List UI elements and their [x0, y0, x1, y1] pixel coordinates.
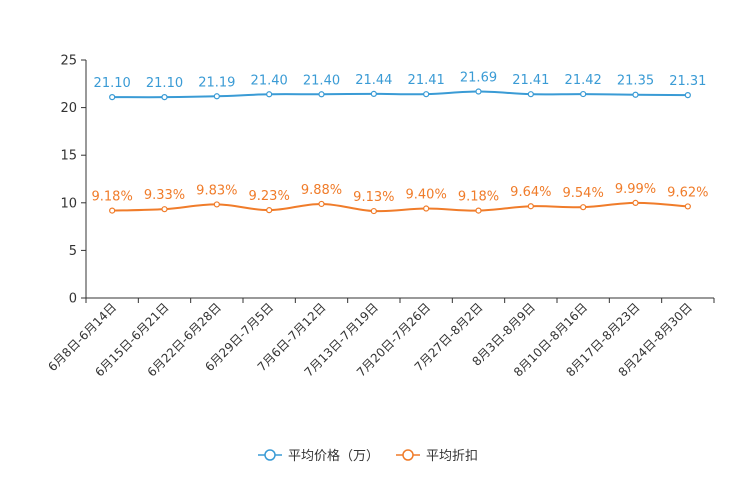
legend-label: 平均折扣 — [426, 449, 478, 464]
legend-marker-icon — [402, 449, 414, 461]
data-label: 21.41 — [408, 73, 445, 88]
data-label: 21.41 — [512, 73, 549, 88]
data-point[interactable] — [632, 199, 639, 206]
data-point[interactable] — [161, 206, 168, 213]
data-point[interactable] — [161, 94, 168, 101]
data-point[interactable] — [527, 91, 534, 98]
legend: 平均价格（万） 平均折扣 — [258, 448, 478, 464]
axes: 05101520256月8日-6月14日6月15日-6月21日6月22日-6月2… — [45, 54, 715, 380]
data-label: 21.42 — [565, 73, 602, 88]
data-label: 9.62% — [667, 185, 708, 200]
data-label: 9.64% — [510, 185, 551, 200]
data-point[interactable] — [266, 207, 273, 214]
data-label: 21.40 — [303, 73, 340, 88]
data-label: 9.40% — [406, 188, 447, 203]
data-label: 21.40 — [251, 73, 288, 88]
data-label: 21.31 — [669, 74, 706, 89]
data-label: 9.18% — [458, 190, 499, 205]
data-label: 9.99% — [615, 182, 656, 197]
data-point[interactable] — [213, 93, 220, 100]
series-2: 9.18% 9.33% 9.83% 9.23% 9.88% 9.13% 9.40% 9.18%… — [92, 182, 708, 215]
data-label: 9.13% — [353, 190, 394, 205]
data-point[interactable] — [684, 92, 691, 99]
legend-marker-icon — [264, 449, 276, 461]
data-point[interactable] — [109, 94, 116, 101]
data-point[interactable] — [423, 91, 430, 98]
data-point[interactable] — [109, 207, 116, 214]
data-label: 21.44 — [355, 73, 392, 88]
y-tick-label: 20 — [60, 101, 77, 116]
data-point[interactable] — [318, 200, 325, 208]
data-point[interactable] — [213, 201, 220, 208]
data-label: 9.33% — [144, 188, 185, 203]
data-point[interactable] — [475, 88, 482, 95]
data-point[interactable] — [684, 203, 691, 210]
y-tick-label: 10 — [60, 196, 77, 211]
series-1: 21.10 21.10 21.19 21.40 21.40 21.44 21.41 21.69… — [94, 71, 706, 101]
data-label: 9.23% — [249, 189, 290, 204]
y-tick-label: 25 — [60, 54, 77, 69]
data-point[interactable] — [632, 91, 639, 98]
series-line — [112, 201, 688, 213]
series-line — [112, 90, 688, 99]
y-tick-label: 0 — [69, 292, 77, 307]
y-tick-label: 15 — [60, 149, 77, 164]
data-point[interactable] — [423, 205, 430, 212]
data-point[interactable] — [475, 207, 482, 214]
data-point[interactable] — [580, 90, 587, 98]
data-point[interactable] — [580, 204, 587, 211]
data-point[interactable] — [266, 91, 273, 98]
data-label: 21.35 — [617, 74, 654, 89]
y-tick-label: 5 — [69, 244, 77, 259]
legend-item-1[interactable]: 平均价格（万） — [258, 448, 379, 464]
data-point[interactable] — [370, 207, 377, 215]
data-label: 9.18% — [92, 190, 133, 205]
data-label: 9.88% — [301, 183, 342, 198]
data-label: 21.10 — [94, 76, 131, 91]
data-label: 9.54% — [563, 186, 604, 201]
data-label: 21.10 — [146, 76, 183, 91]
data-point[interactable] — [370, 90, 377, 97]
legend-item-2[interactable]: 平均折扣 — [396, 449, 478, 464]
data-label: 9.83% — [196, 183, 237, 198]
data-point[interactable] — [527, 203, 534, 210]
data-label: 21.69 — [460, 71, 497, 86]
series-layer: 21.10 21.10 21.19 21.40 21.40 21.44 21.41 21.69… — [92, 71, 708, 215]
data-point[interactable] — [318, 91, 325, 98]
data-label: 21.19 — [198, 75, 235, 90]
legend-label: 平均价格（万） — [288, 448, 379, 464]
